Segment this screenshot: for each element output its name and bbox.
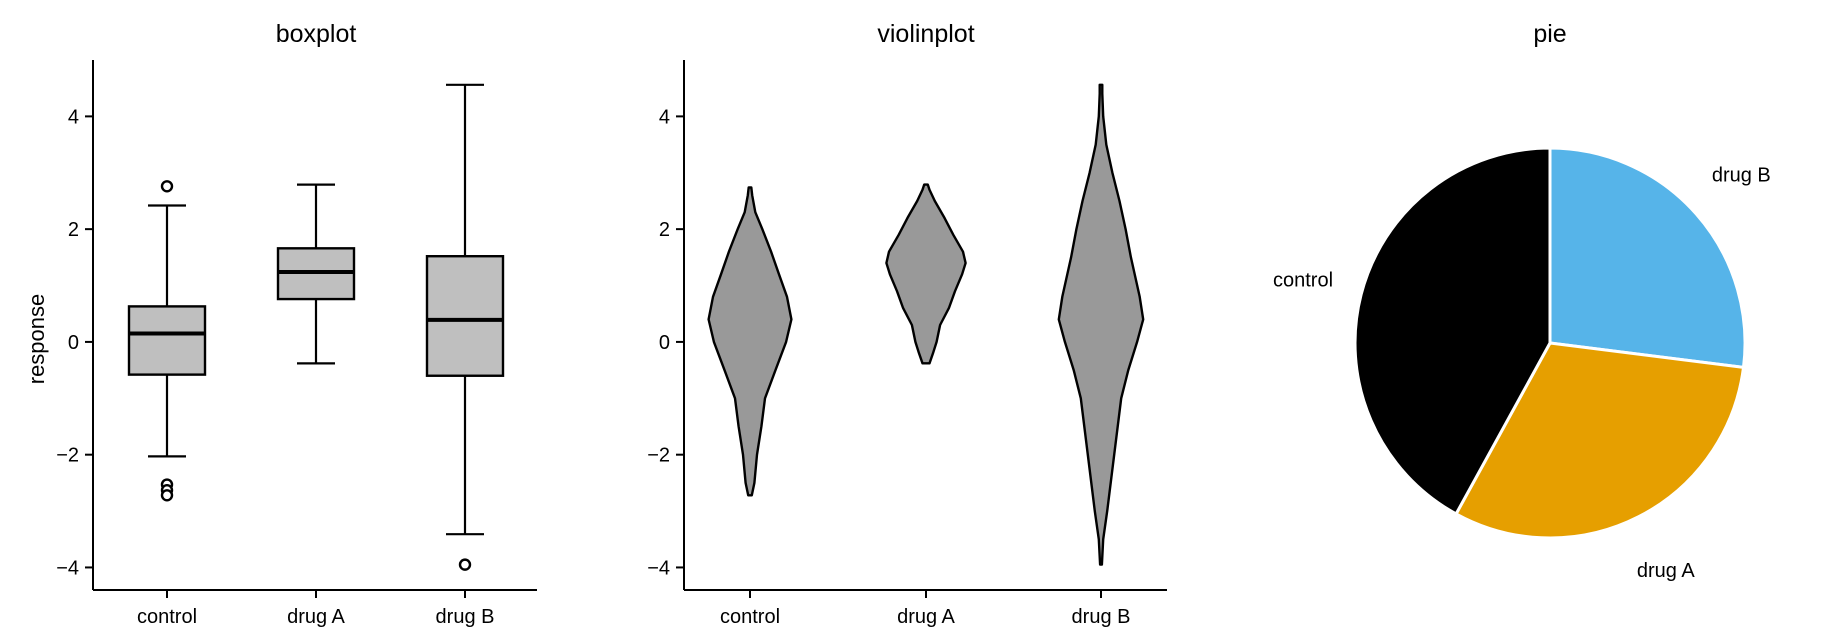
outlier-point-control (162, 490, 172, 500)
pie-label-drug-b: drug B (1712, 164, 1771, 186)
boxplot-y-tick-label: 4 (68, 106, 79, 128)
boxplot-panel: boxplot response −4 −2 0 2 4 control drug A dru… (24, 20, 537, 628)
violinplot-x-tick-label: control (720, 606, 780, 628)
pie-title: pie (1533, 20, 1566, 48)
violinplot-y-tick-label: −4 (647, 557, 670, 579)
boxplot-title: boxplot (276, 20, 357, 48)
pie-panel: pie drug B drug A control (1273, 20, 1771, 582)
violinplot-y-tick-label: 2 (659, 219, 670, 241)
box-drug-b (427, 256, 503, 376)
violin-drug-a (886, 185, 965, 364)
boxplot-y-tick-label: 0 (68, 332, 79, 354)
pie-label-control: control (1273, 270, 1333, 292)
violinplot-y-tick-label: 0 (659, 332, 670, 354)
boxplot-y-axis-label: response (24, 294, 49, 385)
violinplot-title: violinplot (877, 20, 974, 48)
violinplot-x-tick-label: drug A (897, 606, 955, 628)
outlier-point-drug-b (460, 560, 470, 570)
boxplot-y-tick-label: −4 (56, 557, 79, 579)
outlier-point-control (162, 181, 172, 191)
boxplot-marks (129, 85, 503, 570)
pie-marks: drug B drug A control (1273, 148, 1771, 582)
boxplot-x-tick-label: drug A (287, 606, 345, 628)
violinplot-y-tick-label: −2 (647, 445, 670, 467)
violinplot-y-tick-label: 4 (659, 106, 670, 128)
violin-control (709, 187, 792, 495)
pie-label-drug-a: drug A (1637, 560, 1695, 582)
box-control (129, 306, 205, 374)
violinplot-marks (709, 85, 1144, 565)
boxplot-x-tick-label: drug B (436, 606, 495, 628)
violinplot-panel: violinplot −4 −2 0 2 4 control drug A drug B (647, 20, 1167, 628)
violin-drug-b (1059, 85, 1143, 565)
boxplot-y-tick-label: −2 (56, 445, 79, 467)
violinplot-x-tick-label: drug B (1072, 606, 1131, 628)
boxplot-x-tick-label: control (137, 606, 197, 628)
boxplot-y-tick-label: 2 (68, 219, 79, 241)
